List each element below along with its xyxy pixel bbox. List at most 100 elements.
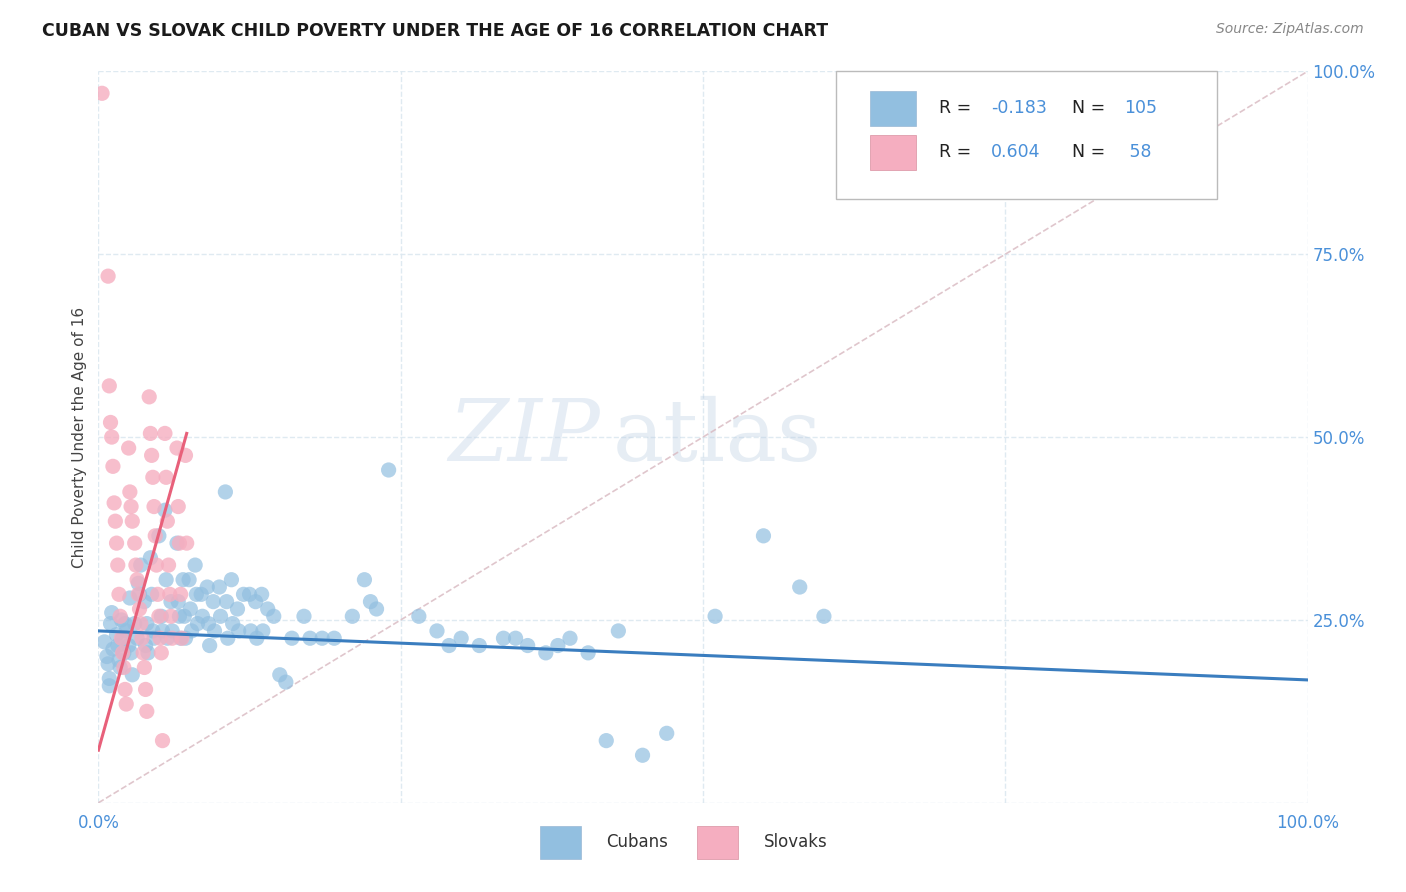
Point — [170, 632, 193, 646]
Point — [104, 514, 127, 528]
Point — [143, 500, 166, 514]
Point — [516, 639, 538, 653]
Point — [148, 529, 170, 543]
Point — [143, 529, 166, 543]
Point — [143, 632, 166, 646]
Text: -0.183: -0.183 — [991, 99, 1046, 117]
Point — [100, 606, 122, 620]
Point — [155, 470, 177, 484]
Point — [149, 632, 172, 646]
Point — [160, 632, 183, 646]
Point — [169, 536, 191, 550]
Point — [191, 609, 214, 624]
Text: R =: R = — [939, 143, 977, 161]
Bar — [540, 826, 581, 859]
Text: N =: N = — [1071, 143, 1111, 161]
Point — [152, 733, 174, 747]
Point — [215, 594, 238, 608]
Point — [121, 514, 143, 528]
Point — [114, 682, 136, 697]
Point — [226, 602, 249, 616]
Point — [115, 624, 138, 638]
Point — [91, 87, 114, 101]
Text: R =: R = — [939, 99, 977, 117]
Point — [221, 616, 243, 631]
Point — [256, 602, 278, 616]
Point — [173, 609, 195, 624]
Point — [100, 416, 122, 430]
Point — [179, 602, 201, 616]
Point — [100, 616, 122, 631]
Point — [118, 639, 141, 653]
Point — [128, 587, 150, 601]
Text: Source: ZipAtlas.com: Source: ZipAtlas.com — [1216, 22, 1364, 37]
Point — [120, 500, 142, 514]
Point — [214, 485, 236, 500]
FancyBboxPatch shape — [837, 71, 1218, 200]
Point — [155, 573, 177, 587]
Point — [342, 609, 364, 624]
Point — [93, 635, 115, 649]
Point — [98, 672, 121, 686]
Point — [132, 646, 155, 660]
Point — [135, 705, 157, 719]
Point — [127, 632, 149, 646]
Point — [281, 632, 304, 646]
Point — [121, 667, 143, 681]
Point — [127, 587, 149, 601]
Point — [112, 660, 135, 674]
Point — [103, 496, 125, 510]
Point — [187, 616, 209, 631]
Text: Cubans: Cubans — [606, 833, 668, 851]
Point — [96, 649, 118, 664]
Point — [232, 587, 254, 601]
Point — [159, 587, 181, 601]
Point — [169, 587, 191, 601]
Point — [124, 616, 146, 631]
Point — [134, 594, 156, 608]
Point — [160, 609, 183, 624]
Point — [202, 594, 225, 608]
Point — [167, 594, 190, 608]
Point — [127, 573, 149, 587]
Point — [377, 463, 399, 477]
Point — [129, 616, 152, 631]
Point — [172, 573, 194, 587]
Point — [146, 587, 169, 601]
Point — [228, 624, 250, 638]
Point — [97, 269, 120, 284]
Point — [152, 624, 174, 638]
Text: atlas: atlas — [613, 395, 821, 479]
Point — [105, 536, 128, 550]
Point — [353, 573, 375, 587]
Point — [246, 632, 269, 646]
Point — [299, 632, 322, 646]
Point — [127, 576, 149, 591]
Point — [184, 558, 207, 573]
Point — [174, 448, 197, 462]
Point — [131, 632, 153, 646]
Point — [195, 580, 218, 594]
Point — [124, 536, 146, 550]
Point — [252, 624, 274, 638]
Point — [631, 748, 654, 763]
Point — [108, 660, 131, 674]
Point — [166, 536, 188, 550]
Point — [153, 426, 176, 441]
Point — [118, 441, 141, 455]
Text: 0.604: 0.604 — [991, 143, 1040, 161]
Point — [263, 609, 285, 624]
Point — [534, 646, 557, 660]
Point — [167, 500, 190, 514]
Point — [160, 624, 183, 638]
Point — [204, 624, 226, 638]
Point — [141, 587, 163, 601]
Point — [115, 697, 138, 711]
Point — [136, 646, 159, 660]
Point — [813, 609, 835, 624]
Point — [408, 609, 430, 624]
Point — [169, 609, 191, 624]
Point — [607, 624, 630, 638]
Point — [239, 624, 262, 638]
Text: 105: 105 — [1123, 99, 1157, 117]
